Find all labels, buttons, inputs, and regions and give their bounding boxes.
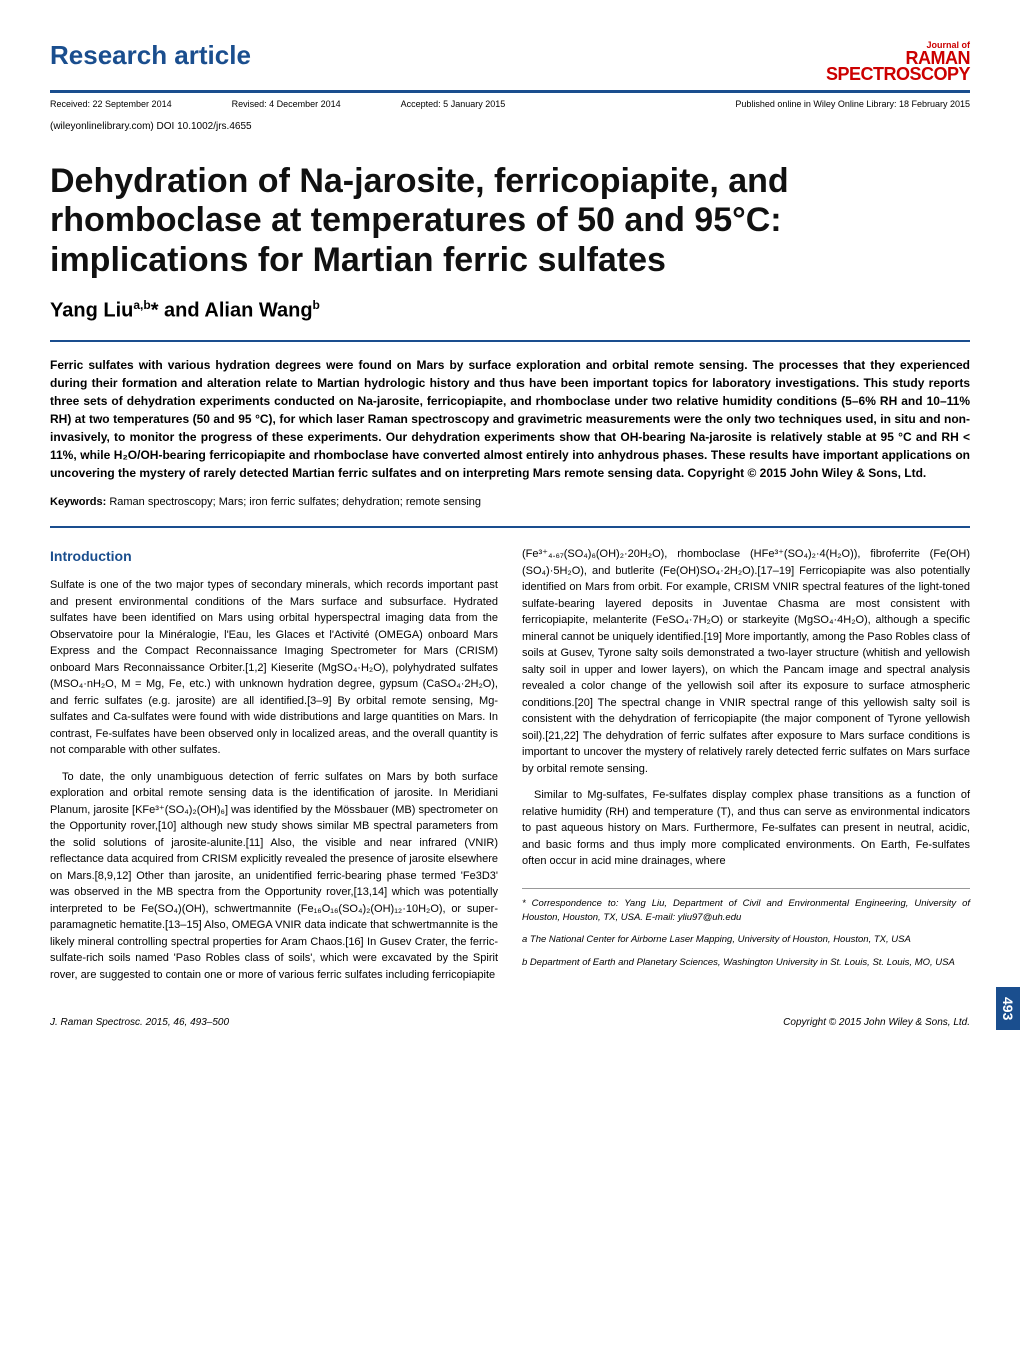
column-right: (Fe³⁺₄.₆₇(SO₄)₆(OH)₂·20H₂O), rhomboclase…	[522, 546, 970, 993]
intro-para-1: Sulfate is one of the two major types of…	[50, 577, 498, 759]
article-type: Research article	[50, 40, 251, 71]
body-columns: Introduction Sulfate is one of the two m…	[50, 546, 970, 993]
abstract: Ferric sulfates with various hydration d…	[50, 356, 970, 482]
date-received: Received: 22 September 2014	[50, 99, 172, 109]
journal-name-spectroscopy: SPECTROSCOPY	[826, 66, 970, 82]
divider-abstract-top	[50, 340, 970, 342]
dates-row: Received: 22 September 2014 Revised: 4 D…	[50, 99, 970, 109]
footer-citation: J. Raman Spectrosc. 2015, 46, 493–500	[50, 1017, 229, 1028]
footnote-affiliation-b: b Department of Earth and Planetary Scie…	[522, 956, 970, 970]
keywords-line: Keywords: Raman spectroscopy; Mars; iron…	[50, 496, 970, 508]
intro-para-4: Similar to Mg-sulfates, Fe-sulfates disp…	[522, 787, 970, 870]
footnotes: * Correspondence to: Yang Liu, Departmen…	[522, 888, 970, 970]
header-bar: Research article Journal of RAMAN SPECTR…	[50, 40, 970, 82]
divider-abstract-bottom	[50, 526, 970, 528]
keywords-label: Keywords:	[50, 496, 106, 508]
intro-para-2: To date, the only unambiguous detection …	[50, 769, 498, 984]
date-revised: Revised: 4 December 2014	[232, 99, 341, 109]
section-heading-intro: Introduction	[50, 546, 498, 567]
page-footer: J. Raman Spectrosc. 2015, 46, 493–500 Co…	[50, 1017, 970, 1028]
date-published: Published online in Wiley Online Library…	[735, 99, 970, 109]
column-left: Introduction Sulfate is one of the two m…	[50, 546, 498, 993]
article-title: Dehydration of Na-jarosite, ferricopiapi…	[50, 162, 970, 279]
page-number-tab: 493	[996, 987, 1020, 1030]
intro-para-3: (Fe³⁺₄.₆₇(SO₄)₆(OH)₂·20H₂O), rhomboclase…	[522, 546, 970, 777]
authors: Yang Liua,b* and Alian Wangb	[50, 298, 970, 323]
footnote-correspondence: * Correspondence to: Yang Liu, Departmen…	[522, 897, 970, 926]
footer-copyright: Copyright © 2015 John Wiley & Sons, Ltd.	[783, 1017, 970, 1028]
journal-badge: Journal of RAMAN SPECTROSCOPY	[826, 40, 970, 82]
footnote-affiliation-a: a The National Center for Airborne Laser…	[522, 933, 970, 947]
date-accepted: Accepted: 5 January 2015	[401, 99, 506, 109]
divider-top	[50, 90, 970, 93]
keywords-text: Raman spectroscopy; Mars; iron ferric su…	[109, 496, 481, 508]
doi-line: (wileyonlinelibrary.com) DOI 10.1002/jrs…	[50, 121, 970, 132]
